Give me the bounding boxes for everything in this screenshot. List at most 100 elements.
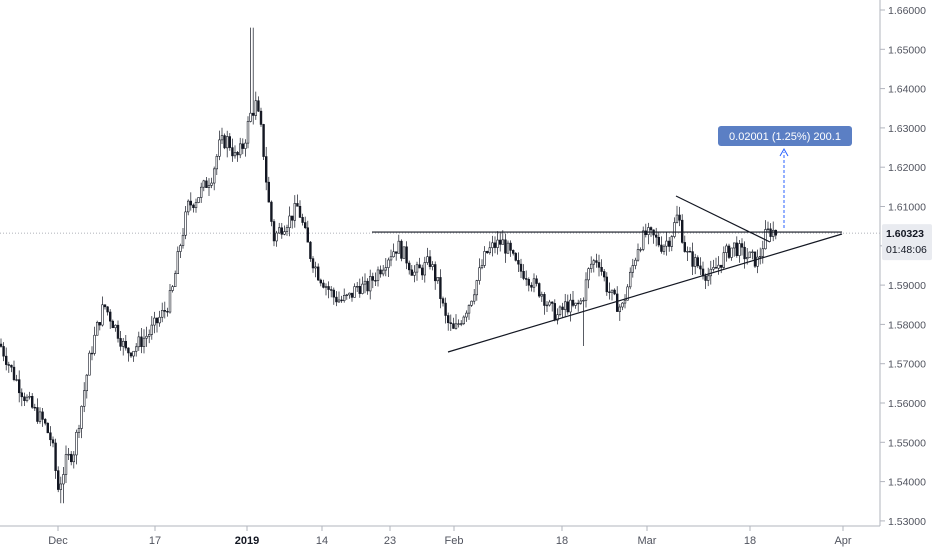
y-tick-label: 1.61000	[888, 202, 926, 214]
candle	[483, 246, 486, 268]
y-tick-label: 1.66000	[888, 5, 926, 17]
price-tag-bg	[882, 224, 932, 261]
y-tick-label: 1.53000	[888, 516, 926, 528]
candle	[171, 284, 174, 293]
candle	[77, 424, 81, 439]
candle	[641, 226, 645, 252]
candle	[28, 391, 31, 400]
candle	[12, 360, 16, 382]
candle	[496, 231, 499, 255]
candle	[696, 255, 700, 269]
candle	[670, 235, 674, 252]
candle	[114, 324, 117, 332]
candle	[5, 347, 8, 371]
candle	[717, 256, 720, 275]
candle	[493, 236, 497, 254]
candle	[358, 278, 361, 298]
candle	[527, 277, 531, 292]
candle	[675, 205, 679, 224]
candle	[719, 264, 723, 274]
candle	[345, 293, 348, 300]
candle	[732, 242, 736, 257]
candle	[449, 314, 452, 331]
y-axis[interactable]: 1.66000 1.65000 1.64000 1.63000 1.62000 1.610…	[879, 0, 932, 528]
candle	[761, 240, 765, 264]
candle	[192, 203, 195, 213]
candle	[163, 301, 166, 319]
candle	[766, 221, 770, 232]
candle	[735, 236, 739, 258]
candle	[270, 200, 273, 227]
candle	[309, 240, 312, 262]
candle	[254, 91, 257, 120]
plot-area[interactable]: 0.02001 (1.25%) 200.1	[0, 27, 880, 504]
candle	[498, 231, 502, 252]
candlestick-series[interactable]	[0, 27, 778, 504]
candle	[36, 398, 39, 424]
candle	[324, 283, 328, 296]
drawings[interactable]	[372, 195, 843, 353]
candle	[374, 272, 377, 286]
candle	[517, 252, 520, 273]
candle	[595, 253, 598, 268]
candle	[363, 273, 367, 294]
candle	[407, 260, 411, 275]
candle	[207, 178, 211, 197]
candle	[621, 302, 624, 311]
candle	[574, 302, 577, 309]
candle	[109, 309, 112, 329]
candle	[392, 243, 395, 258]
y-tick-label: 1.59000	[888, 280, 926, 292]
candle	[771, 221, 775, 242]
candle	[561, 302, 564, 318]
candle	[563, 293, 567, 317]
candle	[532, 273, 536, 293]
candle	[384, 258, 387, 277]
candle	[158, 310, 161, 327]
candle	[683, 235, 687, 253]
x-tick-label: 2019	[235, 535, 259, 547]
candle	[688, 247, 692, 253]
candle	[215, 154, 218, 176]
candle	[540, 291, 544, 302]
candle	[33, 403, 37, 411]
candle	[150, 316, 153, 340]
candle	[127, 347, 130, 362]
candle	[608, 282, 611, 300]
candle	[738, 239, 741, 263]
candle	[691, 242, 694, 275]
candle	[316, 263, 320, 281]
rising-support-line[interactable]	[447, 233, 843, 353]
candle	[506, 240, 510, 254]
price-range-measure[interactable]: 0.02001 (1.25%) 200.1	[718, 126, 852, 228]
x-axis[interactable]: Dec 17 2019 14 23 Feb 18 Mar 18 Apr	[0, 525, 880, 547]
candle	[200, 182, 203, 203]
candle	[46, 422, 50, 434]
candle	[366, 278, 369, 295]
candle	[368, 269, 372, 300]
measure-label-text: 0.02001 (1.25%) 200.1	[729, 131, 841, 143]
candle	[306, 220, 309, 243]
candle	[155, 317, 159, 333]
candle	[400, 239, 403, 262]
candle	[62, 466, 65, 504]
candle	[758, 247, 762, 265]
descending-trend-line[interactable]	[675, 195, 771, 243]
candle	[17, 370, 21, 403]
candle	[106, 306, 109, 316]
x-tick-label: Dec	[48, 535, 68, 547]
candle	[140, 328, 143, 354]
candle	[342, 288, 346, 303]
candle	[631, 258, 635, 278]
candle	[67, 447, 70, 461]
candle	[704, 273, 707, 289]
candle	[730, 247, 733, 261]
candle	[693, 253, 697, 275]
candle	[433, 261, 437, 290]
candle	[166, 307, 169, 317]
candle	[751, 249, 754, 260]
candle	[350, 292, 354, 302]
candle	[519, 258, 523, 278]
